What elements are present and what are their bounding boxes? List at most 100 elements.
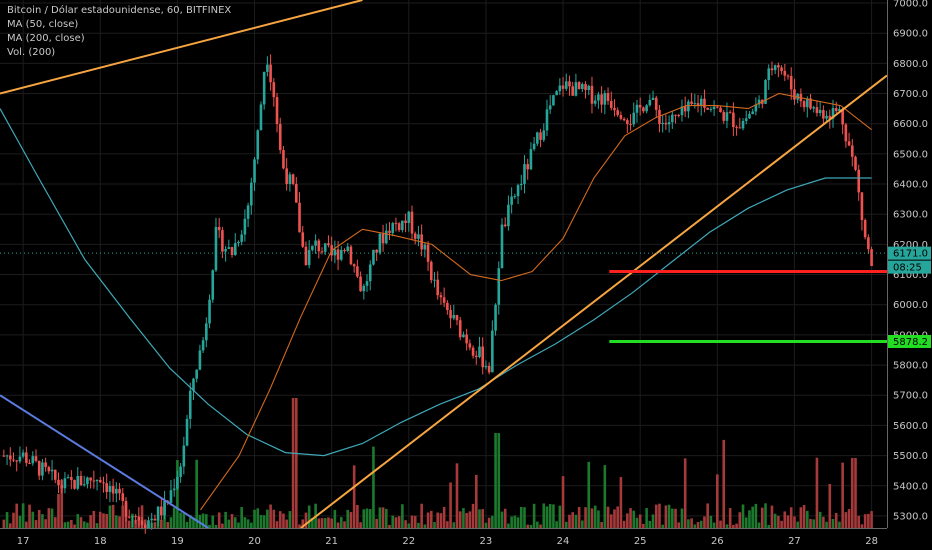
x-tick-label: 17 xyxy=(17,536,30,547)
volume-bar xyxy=(471,503,475,528)
candle-body xyxy=(532,143,536,150)
volume-bar xyxy=(690,518,693,528)
candle-body xyxy=(237,241,240,244)
volume-bar xyxy=(632,510,636,528)
volume-bar xyxy=(507,523,510,528)
candle-body xyxy=(115,488,118,494)
candle-body xyxy=(188,390,192,419)
volume-bar xyxy=(510,516,513,528)
trendline-blue xyxy=(0,394,209,529)
volume-bar xyxy=(169,517,173,528)
volume-bar xyxy=(831,518,835,528)
candle-body xyxy=(783,70,787,76)
volume-bar xyxy=(761,507,764,528)
countdown-tag-bg xyxy=(888,260,931,274)
y-tick-label: 6100.0 xyxy=(893,270,928,281)
volume-bar xyxy=(532,503,536,528)
volume-bar xyxy=(433,522,436,528)
volume-bar xyxy=(160,519,163,528)
candle-body xyxy=(616,110,619,116)
support-price-tag-text: 5878.2 xyxy=(893,337,928,348)
candle-body xyxy=(12,459,15,461)
candle-body xyxy=(706,107,709,110)
candle-body xyxy=(680,106,684,116)
candle-body xyxy=(478,346,481,358)
volume-bar xyxy=(301,519,305,528)
volume-bar xyxy=(70,519,73,528)
candle-body xyxy=(221,230,224,252)
candle-body xyxy=(262,71,266,105)
candle-body xyxy=(581,84,584,89)
volume-bar xyxy=(638,514,642,528)
volume-bar xyxy=(420,503,423,528)
volume-bar xyxy=(41,514,44,528)
candle-body xyxy=(147,520,150,529)
volume-bar xyxy=(246,519,250,528)
candle-body xyxy=(76,476,80,489)
volume-bar xyxy=(857,515,861,528)
candle-body xyxy=(687,101,690,112)
candle-body xyxy=(523,164,526,184)
y-tick-label: 5600.0 xyxy=(893,421,928,432)
candle-body xyxy=(163,500,166,516)
volume-bar xyxy=(539,524,542,528)
volume-bar xyxy=(558,505,562,528)
volume-bar xyxy=(571,512,574,528)
x-tick-label: 22 xyxy=(402,536,415,547)
candle-body xyxy=(285,168,288,184)
volume-bar xyxy=(333,509,337,528)
volume-bar xyxy=(609,514,613,528)
candle-body xyxy=(118,488,121,494)
volume-bar xyxy=(526,524,530,528)
candle-body xyxy=(266,64,269,72)
candle-body xyxy=(725,112,729,121)
candle-body xyxy=(140,520,144,525)
support-price-tag-bg xyxy=(888,334,931,348)
candle-body xyxy=(780,67,783,71)
candle-body xyxy=(269,64,272,83)
volume-bar xyxy=(635,517,639,528)
volume-bar xyxy=(732,524,735,528)
volume-bar xyxy=(703,516,706,528)
volume-bar xyxy=(227,519,231,528)
x-tick-label: 23 xyxy=(480,536,493,547)
volume-bar xyxy=(343,521,346,528)
volume-bar xyxy=(513,515,517,528)
volume-bar xyxy=(121,505,125,528)
volume-bar xyxy=(693,524,697,528)
volume-bar xyxy=(79,517,83,528)
volume-bar xyxy=(664,505,668,528)
x-tick-label: 27 xyxy=(788,536,801,547)
candle-body xyxy=(21,452,25,457)
volume-bar xyxy=(115,515,118,528)
volume-bar xyxy=(815,457,819,528)
candle-body xyxy=(256,130,260,160)
trendline-orange xyxy=(0,0,363,95)
volume-bar xyxy=(323,518,327,528)
candle-body xyxy=(786,75,790,77)
candle-body xyxy=(63,478,67,489)
candle-body xyxy=(777,65,780,68)
candle-body xyxy=(401,220,404,231)
moving-averages xyxy=(0,92,872,511)
volume-bar xyxy=(561,476,565,528)
candle-body xyxy=(372,249,375,265)
volume-bar xyxy=(622,520,626,528)
volume-bar xyxy=(76,514,80,528)
candle-body xyxy=(622,118,626,121)
candle-body xyxy=(423,244,427,250)
volume-bar xyxy=(111,504,115,528)
candle-body xyxy=(667,122,671,125)
volume-bar xyxy=(728,508,732,528)
candle-body xyxy=(651,97,655,100)
volume-bar xyxy=(426,512,430,528)
volume-bar xyxy=(388,524,391,528)
candle-body xyxy=(661,122,664,125)
volume-bar xyxy=(552,504,555,528)
volume-bar xyxy=(340,517,343,528)
volume-bar xyxy=(417,522,420,528)
candle-body xyxy=(195,369,198,379)
volume-bar xyxy=(18,515,22,528)
candle-body xyxy=(156,506,160,521)
